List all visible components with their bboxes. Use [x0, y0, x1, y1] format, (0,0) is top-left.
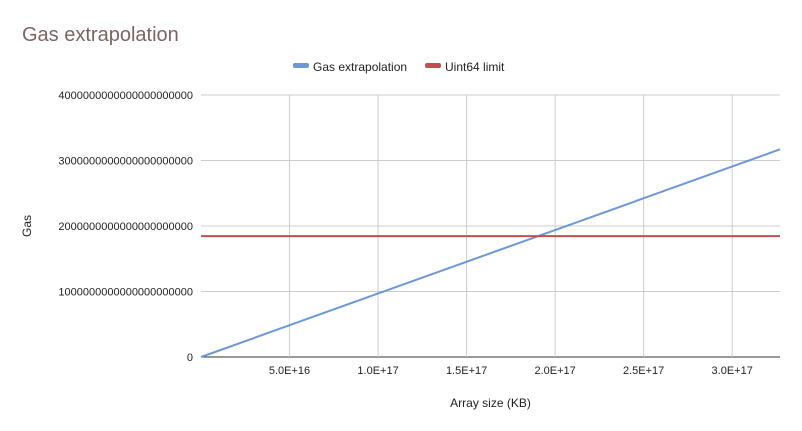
plot-series: [200, 148, 781, 358]
legend: Gas extrapolation Uint64 limit: [293, 60, 505, 74]
y-axis-label: Gas: [20, 215, 34, 237]
x-axis-ticks: 5.0E+16 1.0E+17 1.5E+17 2.0E+17 2.5E+17 3.0E+…: [269, 365, 753, 377]
y-tick-label: 0: [187, 352, 193, 364]
y-axis-ticks: 0 1000000000000000000000 20000000000000000…: [58, 90, 193, 364]
legend-swatch-gas-extrapolation: [293, 63, 309, 68]
legend-item-gas-extrapolation[interactable]: Gas extrapolation: [293, 60, 407, 74]
y-tick-label: 3000000000000000000000: [58, 156, 193, 168]
y-tick-label: 1000000000000000000000: [58, 287, 193, 299]
x-axis-label: Array size (KB): [450, 396, 531, 410]
series-line-gas-extrapolation: [200, 148, 781, 358]
y-tick-label: 4000000000000000000000: [58, 90, 193, 102]
legend-label-uint64-limit: Uint64 limit: [445, 60, 505, 74]
x-tick-label: 2.5E+17: [623, 365, 664, 377]
x-tick-label: 3.0E+17: [712, 365, 753, 377]
y-tick-label: 2000000000000000000000: [58, 221, 193, 233]
x-tick-label: 2.0E+17: [534, 365, 575, 377]
legend-item-uint64-limit[interactable]: Uint64 limit: [425, 60, 505, 74]
chart-title: Gas extrapolation: [22, 24, 179, 46]
x-tick-label: 5.0E+16: [269, 365, 310, 377]
gridlines: [201, 94, 780, 358]
x-tick-label: 1.0E+17: [357, 365, 398, 377]
legend-swatch-uint64-limit: [425, 63, 441, 68]
x-tick-label: 1.5E+17: [446, 365, 487, 377]
legend-label-gas-extrapolation: Gas extrapolation: [313, 60, 407, 74]
